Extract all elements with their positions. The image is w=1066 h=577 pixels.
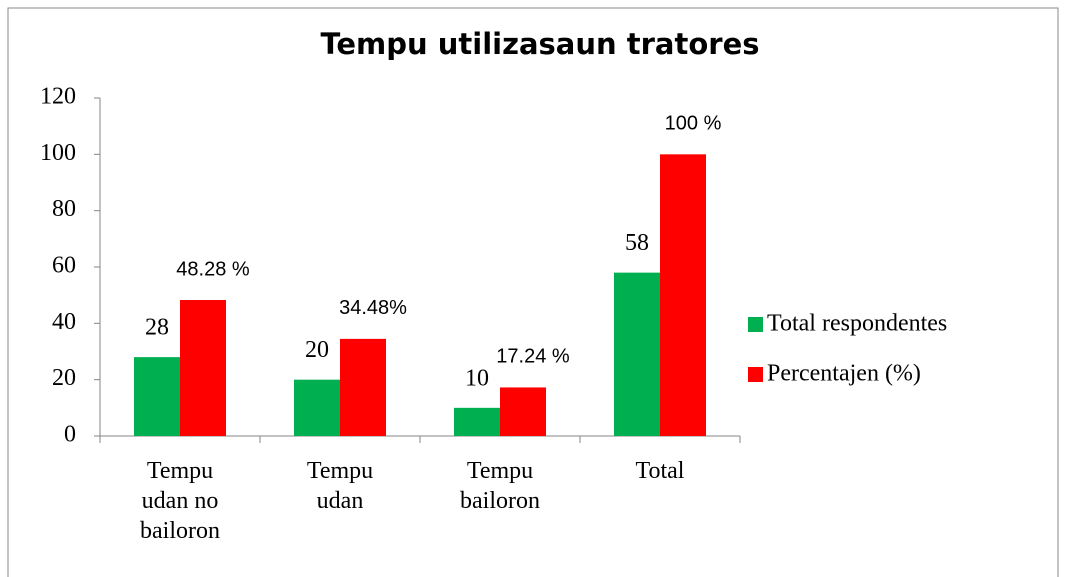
- bar: [660, 154, 706, 437]
- bar: [500, 387, 546, 436]
- x-tick-label: Total: [635, 458, 685, 484]
- legend-label: Total respondentes: [767, 311, 947, 337]
- bar: [180, 300, 226, 436]
- bar: [294, 379, 340, 436]
- bar: [454, 407, 500, 436]
- data-label: 100 %: [665, 113, 722, 135]
- chart-title: Tempu utilizasaun tratores: [320, 27, 759, 61]
- data-label: 10: [465, 365, 489, 391]
- y-tick-label: 100: [40, 140, 76, 166]
- y-tick-label: 60: [52, 253, 76, 279]
- y-tick-label: 80: [52, 196, 76, 222]
- y-tick-label: 120: [40, 84, 76, 110]
- bar: [614, 272, 660, 436]
- y-tick-label: 0: [64, 422, 76, 448]
- data-label: 58: [625, 230, 649, 256]
- data-label: 48.28 %: [176, 258, 250, 280]
- x-tick-label: Tempu udan: [306, 458, 374, 514]
- y-tick-label: 40: [52, 309, 76, 335]
- data-label: 28: [145, 315, 169, 341]
- bar: [340, 338, 386, 436]
- data-label: 34.48%: [339, 297, 407, 319]
- legend-label: Percentajen (%): [767, 361, 921, 387]
- legend-swatch: [748, 317, 763, 332]
- x-tick-label: Tempu udan no bailoron: [140, 458, 220, 544]
- legend-swatch: [748, 367, 763, 382]
- x-tick-label: Tempu bailoron: [460, 458, 540, 514]
- chart-border: [7, 7, 1059, 577]
- y-tick-label: 20: [52, 365, 76, 391]
- data-label: 17.24 %: [496, 346, 570, 368]
- data-label: 20: [305, 337, 329, 363]
- bar: [134, 357, 180, 436]
